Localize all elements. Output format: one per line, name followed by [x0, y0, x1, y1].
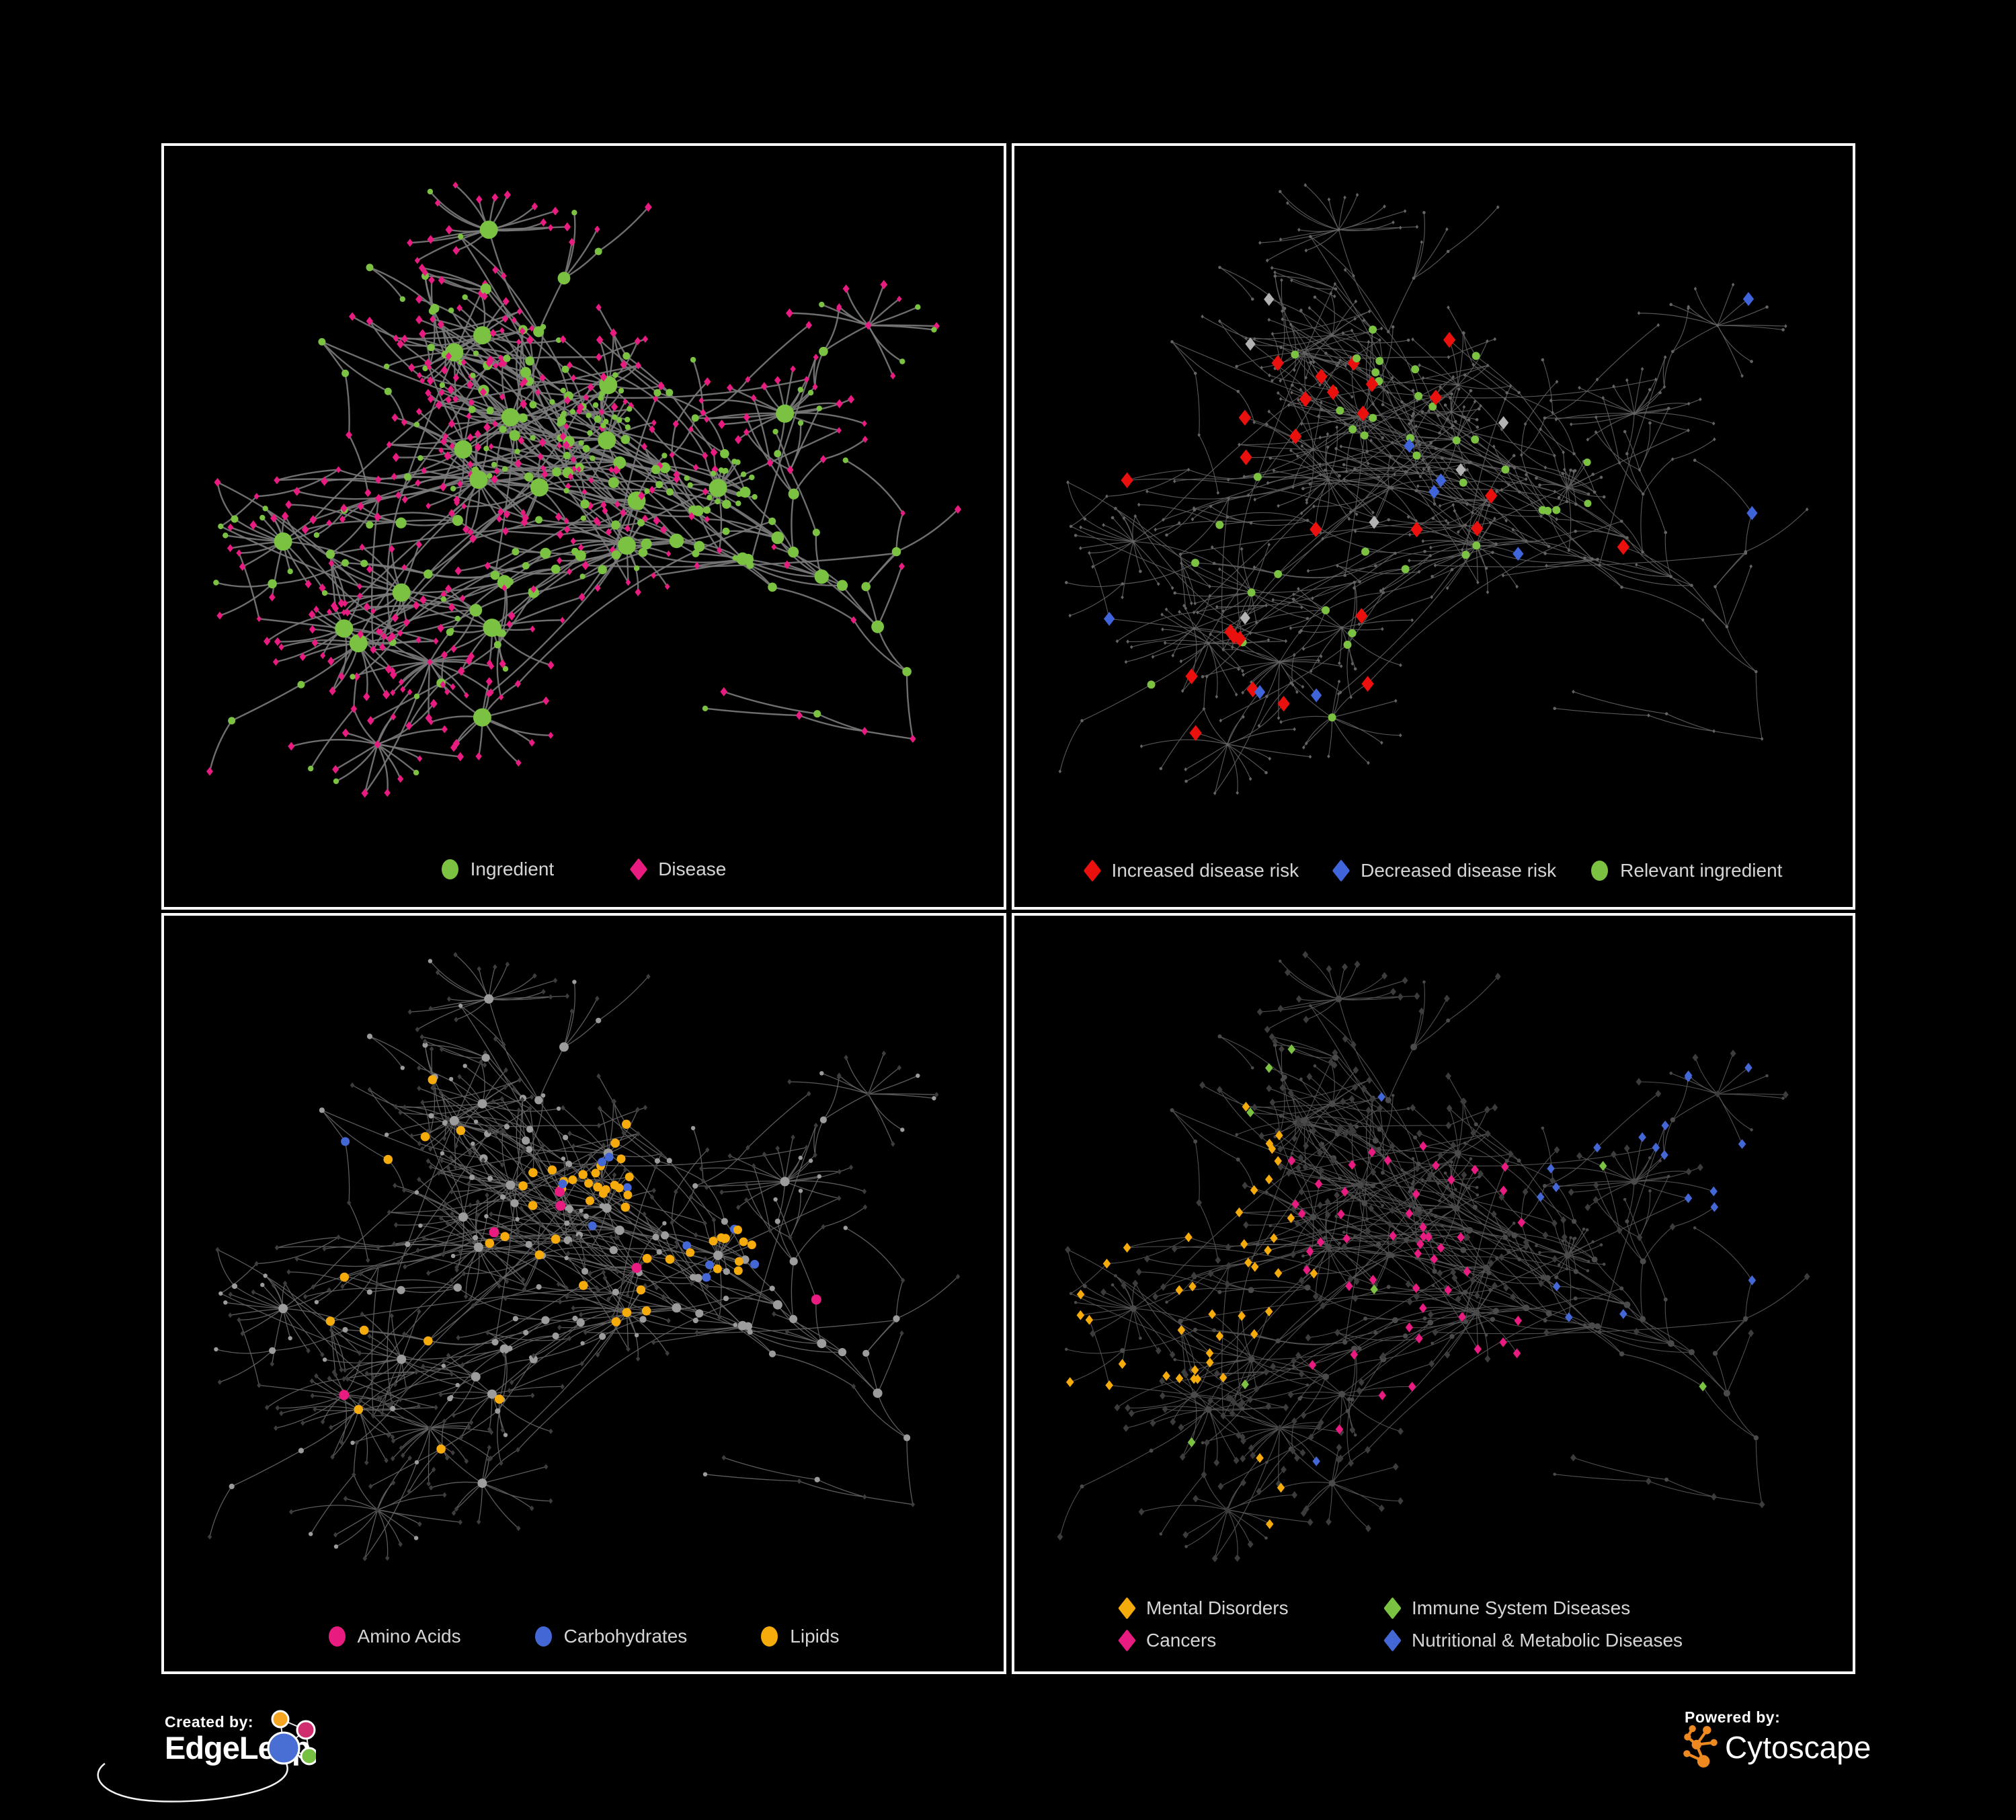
created-by-label: Created by: [165, 1713, 254, 1731]
nutritional-metabolic-diamond-swatch [1383, 1629, 1402, 1652]
disease-diamond-swatch [629, 858, 648, 881]
network-nodes [1057, 951, 1810, 1562]
ingredient-circle-swatch [441, 859, 458, 879]
legend-label: Cancers [1146, 1630, 1217, 1651]
network-edges [208, 184, 959, 795]
legend-item-carbohydrates: Carbohydrates [534, 1626, 688, 1647]
cytoscape-logo-icon [1683, 1725, 1718, 1768]
legend-label: Nutritional & Metabolic Diseases [1412, 1630, 1683, 1651]
legend-item-nutritional-metabolic: Nutritional & Metabolic Diseases [1383, 1629, 1748, 1652]
legend-item-decreased-risk: Decreased disease risk [1332, 859, 1557, 882]
legend-label: Lipids [790, 1626, 840, 1647]
network-canvas-nutrient-classes [207, 951, 961, 1562]
legend-label: Amino Acids [357, 1626, 461, 1647]
legend-item-ingredient: Ingredient [441, 859, 555, 880]
legend-label: Increased disease risk [1111, 860, 1299, 881]
cytoscape-brand-text: Cytoscape [1725, 1730, 1871, 1765]
carbohydrates-circle-swatch [534, 1626, 552, 1647]
relevant-ingredient-circle-swatch [1591, 861, 1609, 881]
legend-item-cancers: Cancers [1117, 1629, 1385, 1652]
legend-item-increased-risk: Increased disease risk [1083, 859, 1299, 882]
legend-item-immune-system-diseases: Immune System Diseases [1383, 1597, 1748, 1620]
legend-label: Mental Disorders [1146, 1597, 1289, 1618]
network-canvas-disease-risk [1058, 183, 1809, 795]
legend-label: Disease [658, 859, 727, 879]
legend-disease-risk: Increased disease risk Decreased disease… [1014, 859, 1853, 882]
legend-item-lipids: Lipids [761, 1626, 839, 1647]
edgeleap-swoosh [97, 1762, 288, 1803]
panel-disease-risk: Increased disease risk Decreased disease… [1012, 143, 1855, 910]
legend-label: Relevant ingredient [1620, 860, 1783, 881]
panel-nutrient-classes: Amino Acids Carbohydrates Lipids [161, 913, 1006, 1674]
legend-label: Ingredient [470, 859, 555, 879]
amino-acids-circle-swatch [328, 1626, 346, 1647]
edgeleap-logo-icon [97, 1710, 316, 1803]
mental-disorders-diamond-swatch [1117, 1597, 1136, 1620]
legend-ingredient-disease: Ingredient Disease [164, 858, 1004, 881]
panel-disease-classes: Mental Disorders Immune System Diseases … [1012, 913, 1855, 1674]
cancers-diamond-swatch [1117, 1629, 1136, 1652]
cytoscape-logo-nodes [1683, 1725, 1718, 1768]
lipids-circle-swatch [761, 1626, 778, 1647]
legend-label: Immune System Diseases [1412, 1597, 1631, 1618]
legend-item-relevant-ingredient: Relevant ingredient [1591, 860, 1782, 881]
decreased-risk-diamond-swatch [1332, 859, 1350, 882]
panel-ingredient-disease: Ingredient Disease [161, 143, 1006, 910]
powered-by-label: Powered by: [1685, 1708, 1781, 1726]
legend-label: Decreased disease risk [1361, 860, 1557, 881]
legend-item-mental-disorders: Mental Disorders [1117, 1597, 1385, 1620]
network-canvas-ingredient-disease [206, 182, 962, 798]
network-nodes [206, 182, 962, 798]
legend-nutrient-classes: Amino Acids Carbohydrates Lipids [164, 1626, 1004, 1647]
legend-item-disease: Disease [629, 858, 727, 881]
legend-disease-classes: Mental Disorders Immune System Diseases … [1117, 1597, 1748, 1652]
network-canvas-disease-classes [1057, 951, 1810, 1562]
increased-risk-diamond-swatch [1083, 859, 1101, 882]
network-edges [1059, 954, 1808, 1559]
network-nodes [1058, 183, 1809, 795]
network-edges [209, 954, 959, 1559]
legend-label: Carbohydrates [563, 1626, 688, 1647]
immune-system-diamond-swatch [1383, 1597, 1402, 1620]
network-nodes [207, 951, 961, 1562]
edgeleap-logo-nodes [267, 1710, 316, 1766]
legend-item-amino-acids: Amino Acids [328, 1626, 461, 1647]
